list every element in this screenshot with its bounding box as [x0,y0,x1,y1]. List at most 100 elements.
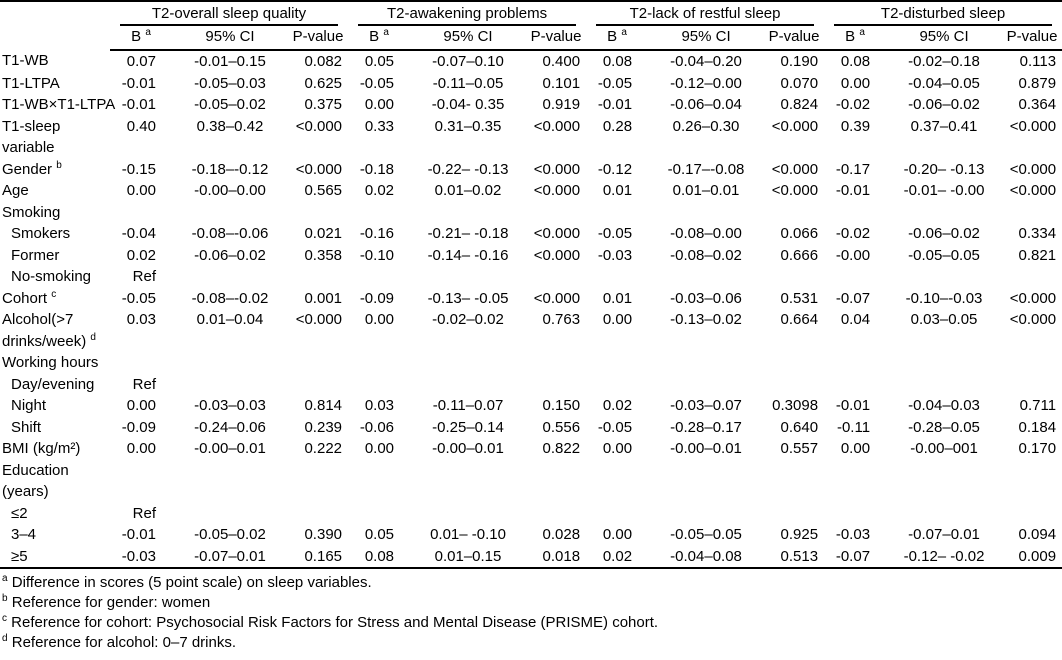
cell-p [764,460,824,503]
cell-b: 0.01 [602,182,633,199]
cell-p: 0.640 [780,418,819,436]
cell-b: 0.00 [364,96,395,113]
footnotes: a Difference in scores (5 point scale) o… [0,573,1062,653]
cell-ci: -0.08–0.02 [670,246,742,264]
cell-b [824,352,886,374]
cell-p: 0.919 [542,96,581,113]
cell-p [1002,266,1062,288]
cell-ci: -0.01–0.15 [194,53,266,70]
cell-ci: -0.08–-0.06 [191,225,269,242]
cell-b [586,352,648,374]
cell-p: 0.824 [780,96,819,113]
cell-ci [886,460,1002,503]
footnote-marker: b [56,159,62,171]
col-subheader-ci: 95% CI [172,26,288,51]
footnote-marker: a [383,27,389,38]
cell-p: 0.170 [1018,440,1057,457]
cell-ci: 0.37–0.41 [910,117,978,135]
cell-ci: -0.12–0.00 [670,74,742,92]
col-group-header: T2-awakening problems [348,1,586,26]
cell-ci: -0.03–0.07 [670,397,742,414]
cell-ci: -0.04- 0.35 [431,96,505,113]
row-label: Education (years) [2,461,69,501]
cell-p: 0.375 [304,96,343,113]
cell-b: 0.00 [840,440,871,457]
cell-p: <0.000 [1009,311,1057,328]
cell-b: -0.01 [835,182,871,199]
table-row: Night 0.00 -0.03–0.03 0.814 0.03 -0.11–0.07 0.… [0,395,1062,417]
cell-ci: -0.10–-0.03 [905,289,983,307]
cell-b: -0.03 [121,547,156,565]
row-label: T1-WB [2,52,49,69]
cell-p [288,374,348,396]
cell-ci: 0.01–0.02 [434,182,502,199]
cell-ci: -0.28–0.05 [908,418,980,436]
cell-b: -0.05 [597,225,633,242]
cell-ci: -0.03–0.06 [670,289,742,307]
cell-ci: -0.02–0.18 [908,53,980,70]
table-row: T1-WB 0.07 -0.01–0.15 0.082 0.05 -0.07–0.10 0.… [0,50,1062,73]
cell-ci: 0.01–0.15 [434,547,502,565]
cell-b [348,374,410,396]
cell-p: 0.070 [780,74,819,92]
cell-ci: -0.00–001 [910,440,978,457]
regression-results-table: T2-overall sleep quality T2-awakening pro… [0,0,1062,569]
cell-p [1002,460,1062,503]
table-row: Former 0.02 -0.06–0.02 0.358 -0.10 -0.14– -0.… [0,245,1062,267]
cell-p [764,374,824,396]
cell-ci: 0.26–0.30 [672,117,740,135]
row-label: Alcohol(>7 drinks/week) d [2,311,96,350]
cell-b: -0.02 [835,225,871,242]
cell-p: 0.925 [780,526,819,543]
cell-p [764,352,824,374]
row-label: Former [11,246,60,264]
cell-b: -0.16 [359,225,395,242]
cell-ci [648,460,764,503]
cell-p: <0.000 [295,117,343,135]
cell-b: -0.04 [121,225,156,242]
cell-ci [410,460,526,503]
cell-p [526,460,586,503]
cell-b: 0.39 [840,117,871,135]
cell-b: 0.02 [126,246,156,264]
cell-p [1002,352,1062,374]
table-row: Alcohol(>7 drinks/week) d 0.03 0.01–0.04 <0.… [0,309,1062,352]
cell-p: 0.666 [780,246,819,264]
stub-header [0,1,110,26]
cell-ci [648,374,764,396]
cell-b: -0.01 [121,96,156,113]
col-group-header: T2-lack of restful sleep [586,1,824,26]
cell-ci: 0.01– -0.10 [430,526,506,543]
cell-b: -0.00 [835,246,871,264]
cell-p: 0.018 [542,547,581,565]
cell-ci: -0.13–0.02 [670,311,742,328]
table-row: ≤2 Ref [0,503,1062,525]
cell-ci: -0.00–0.01 [670,440,742,457]
cell-ci: -0.04–0.05 [908,74,980,92]
row-label: Shift [11,418,42,436]
cell-ci: -0.06–0.02 [194,246,266,264]
cell-p: 0.001 [304,289,343,307]
cell-b [586,202,648,224]
cell-p: 0.222 [304,440,343,457]
table-row: T1-LTPA -0.01 -0.05–0.03 0.625 -0.05 -0.11–0.… [0,73,1062,95]
cell-b: -0.15 [121,160,156,178]
cell-b: Ref [132,375,156,393]
cell-ci: -0.05–0.05 [670,526,742,543]
cell-p: <0.000 [295,160,343,178]
cell-ci [886,266,1002,288]
row-label: Gender b [2,159,62,178]
cell-ci: -0.08–-0.02 [191,289,269,307]
cell-p: 0.711 [1019,397,1057,414]
cell-ci: -0.24–0.06 [194,418,266,436]
cell-ci: -0.14– -0.16 [427,246,509,264]
row-label: Age [2,182,29,199]
cell-p [1002,503,1062,525]
col-subheader-b: B a [586,26,649,51]
row-label: Day/evening [11,375,95,393]
cell-b [824,374,886,396]
cell-b [824,202,886,224]
row-label: Cohort c [2,288,57,307]
cell-p: 0.082 [304,53,343,70]
cell-b: 0.02 [364,182,395,199]
